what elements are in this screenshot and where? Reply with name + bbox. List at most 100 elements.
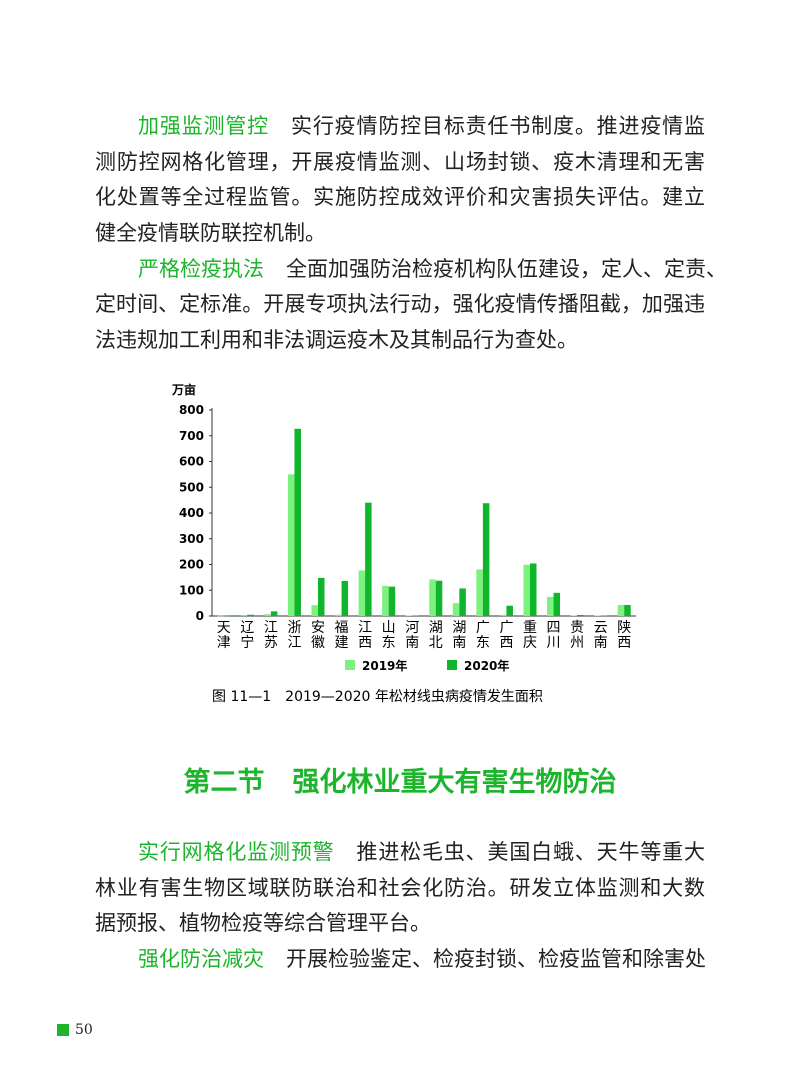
text-block-bottom: 实行网格化监测预警 推进松毛虫、美国白蛾、天牛等重大 林业有害生物区域联防联治和社会…	[95, 835, 706, 978]
text-line-content: 定时间、定标准。开展专项执法行动，强化疫情传播阻截，加强违	[95, 292, 705, 317]
bar-2020年-福建	[341, 580, 349, 616]
x-tick-label: 辽	[240, 620, 254, 636]
bar-2020年-天津	[223, 615, 231, 617]
legend-swatch	[345, 660, 355, 670]
x-tick-label: 西	[617, 635, 631, 651]
x-tick-label: 福	[335, 620, 349, 636]
x-tick-label: 山	[382, 620, 396, 636]
bar-2019年-江苏	[264, 614, 271, 616]
y-tick-label: 400	[179, 506, 204, 520]
text-line: 法违规加工利用和非法调运疫木及其制品行为查处。	[95, 323, 705, 359]
text-line: 定时间、定标准。开展专项执法行动，强化疫情传播阻截，加强违	[95, 287, 705, 323]
x-tick-label: 州	[570, 635, 584, 651]
bar-2020年-辽宁	[247, 614, 254, 616]
x-tick-label: 陕	[617, 620, 631, 636]
text-line: 严格检疫执法 全面加强防治检疫机构队伍建设，定人、定责、	[95, 252, 727, 288]
bar-2019年-湖北	[429, 579, 436, 616]
text-line-content: 健全疫情联防联控机制。	[95, 221, 326, 246]
text-line-content: 实行疫情防控目标责任书制度。推进疫情监	[291, 114, 705, 138]
y-axis-unit: 万亩	[171, 382, 196, 397]
text-line: 化处置等全过程监管。实施防控成效评价和灾害损失评估。建立	[95, 180, 705, 216]
text-block-top: 加强监测管控 实行疫情防控目标责任书制度。推进疫情监测防控网格化管理，开展疫情监测…	[95, 109, 727, 359]
figure-caption: 图 11—1 2019—2020 年松材线虫病疫情发生面积	[212, 689, 543, 705]
x-tick-label: 安	[311, 620, 325, 636]
bar-2020年-江西	[365, 502, 372, 616]
paragraph-lead: 严格检疫执法	[138, 256, 264, 281]
x-tick-label: 南	[452, 635, 466, 651]
bar-2020年-四川	[553, 592, 561, 616]
text-line: 加强监测管控 实行疫情防控目标责任书制度。推进疫情监	[95, 109, 705, 145]
bar-2020年-重庆	[530, 563, 537, 616]
bar-2019年-陕西	[617, 604, 625, 616]
x-tick-label: 东	[476, 635, 490, 651]
x-tick-label: 津	[217, 635, 231, 651]
paragraph-lead: 强化防治减灾	[138, 947, 264, 972]
x-tick-label: 四	[547, 620, 561, 636]
bar-2019年-河南	[405, 615, 413, 616]
bar-2020年-浙江	[294, 428, 301, 616]
text-line-content: 全面加强防治检疫机构队伍建设，定人、定责、	[286, 256, 727, 281]
bar-2019年-云南	[594, 615, 601, 616]
bar-2020年-安徽	[318, 577, 325, 616]
x-tick-label: 江	[264, 620, 278, 636]
text-line: 强化防治减灾 开展检验鉴定、检疫封锁、检疫监管和除害处	[95, 942, 706, 978]
bar-2020年-河南	[412, 615, 419, 616]
section-title: 强化林业重大有害生物防治	[292, 767, 617, 798]
bar-2020年-山东	[388, 586, 396, 616]
x-tick-label: 广	[476, 620, 490, 636]
bar-2020年-广西	[506, 605, 513, 616]
text-line-content: 测防控网格化管理，开展疫情监测、山场封锁、疫木清理和无害	[95, 149, 705, 174]
bar-2019年-重庆	[523, 564, 530, 616]
y-tick-label: 700	[179, 429, 204, 443]
x-tick-label: 贵	[570, 620, 584, 636]
x-tick-label: 川	[547, 635, 561, 651]
x-tick-label: 西	[358, 635, 372, 651]
x-tick-label: 南	[405, 635, 419, 651]
bar-2020年-广东	[482, 503, 490, 616]
x-tick-label: 庆	[523, 635, 537, 651]
x-tick-label: 北	[429, 635, 443, 651]
page-number: 50	[57, 1022, 93, 1038]
bar-2020年-贵州	[577, 614, 584, 616]
bar-2019年-辽宁	[240, 614, 248, 616]
legend-label: 2019年	[362, 658, 407, 673]
x-tick-label: 浙	[287, 620, 301, 636]
x-tick-label: 东	[382, 635, 396, 651]
bar-2019年-贵州	[570, 615, 578, 616]
text-line: 健全疫情联防联控机制。	[95, 216, 705, 252]
text-line-content: 化处置等全过程监管。实施防控成效评价和灾害损失评估。建立	[95, 185, 705, 210]
x-tick-label: 湖	[452, 620, 466, 636]
text-line-content: 据预报、植物检疫等综合管理平台。	[95, 911, 431, 936]
y-tick-label: 500	[179, 480, 204, 494]
x-tick-label: 西	[499, 635, 513, 651]
page-marker-square	[57, 1024, 69, 1036]
bar-2020年-江苏	[270, 611, 278, 616]
x-tick-label: 天	[217, 620, 231, 636]
x-tick-label: 河	[405, 620, 419, 636]
bar-2019年-福建	[335, 614, 342, 616]
chart: 万亩0100200300400500600700800天津辽宁江苏浙江安徽福建江…	[171, 382, 636, 705]
x-tick-label: 南	[594, 635, 608, 651]
text-line: 实行网格化监测预警 推进松毛虫、美国白蛾、天牛等重大	[95, 835, 705, 871]
y-tick-label: 800	[179, 403, 204, 417]
section-heading: 第二节 强化林业重大有害生物防治	[0, 760, 800, 799]
bar-2019年-湖南	[452, 603, 460, 616]
y-tick-label: 0	[196, 609, 204, 623]
bar-2019年-广西	[499, 614, 507, 616]
bar-2019年-天津	[217, 615, 224, 617]
paragraph-lead: 加强监测管控	[138, 114, 269, 138]
x-tick-label: 云	[594, 620, 608, 636]
bar-2019年-山东	[382, 585, 389, 616]
bar-2020年-湖南	[459, 588, 466, 616]
bar-2019年-浙江	[287, 474, 295, 616]
text-line-content: 推进松毛虫、美国白蛾、天牛等重大	[356, 840, 706, 864]
x-tick-label: 江	[287, 635, 301, 651]
x-tick-label: 徽	[311, 635, 325, 651]
x-tick-label: 广	[499, 620, 513, 636]
bar-2019年-四川	[547, 596, 554, 616]
bar-2020年-云南	[600, 615, 608, 616]
paragraph-lead: 实行网格化监测预警	[138, 840, 335, 864]
x-tick-label: 建	[335, 635, 349, 651]
legend-swatch	[447, 660, 457, 670]
